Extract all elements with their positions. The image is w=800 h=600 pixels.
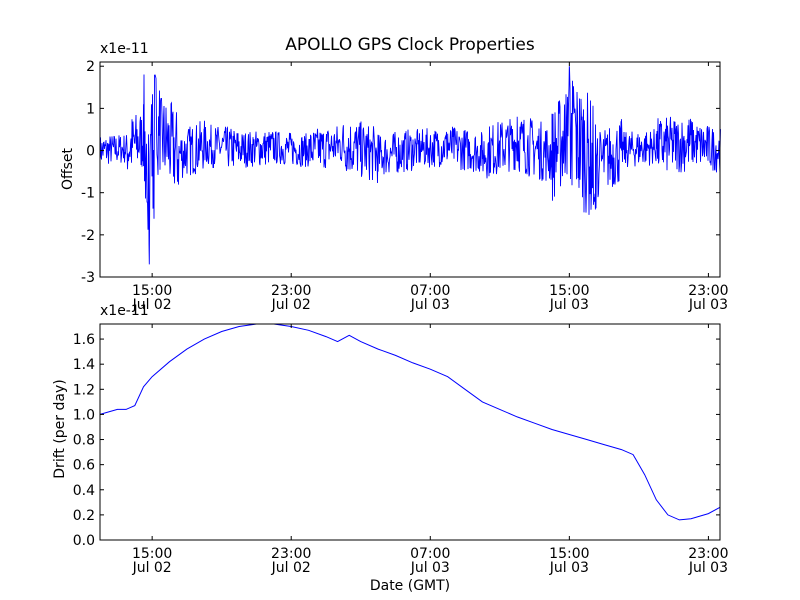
drift-x-tick-label-date: Jul 02 — [132, 560, 172, 576]
offset-x-tick-label-time: 15:00 — [549, 283, 589, 299]
drift-x-tick-label-time: 23:00 — [271, 546, 311, 562]
offset-y-tick-label: -2 — [81, 228, 95, 244]
drift-y-tick-label: 0.4 — [73, 483, 95, 499]
offset-x-tick-label-date: Jul 02 — [132, 297, 172, 313]
offset-x-tick-label-date: Jul 03 — [549, 297, 589, 313]
drift-x-tick-label-date: Jul 02 — [271, 560, 311, 576]
drift-y-multiplier: x1e-11 — [100, 303, 149, 319]
drift-x-tick-label-time: 23:00 — [688, 546, 728, 562]
offset-y-multiplier: x1e-11 — [100, 41, 149, 57]
drift-x-axis-label: Date (GMT) — [370, 578, 450, 594]
chart-title: APOLLO GPS Clock Properties — [285, 35, 535, 55]
drift-y-tick-label: 1.4 — [73, 357, 95, 373]
drift-y-tick-label: 1.0 — [73, 407, 95, 423]
offset-x-tick-label-time: 15:00 — [132, 283, 172, 299]
drift-y-axis-label: Drift (per day) — [52, 379, 68, 478]
offset-y-tick-label: 2 — [86, 59, 95, 75]
drift-x-tick-label-date: Jul 03 — [549, 560, 589, 576]
offset-x-tick-label-time: 23:00 — [271, 283, 311, 299]
drift-axes-frame — [99, 323, 721, 541]
offset-axes-frame — [99, 61, 721, 278]
drift-y-tick-label: 0.0 — [73, 533, 95, 549]
offset-x-tick-label-time: 23:00 — [688, 283, 728, 299]
drift-panel: x1e-11 Drift (per day) Date (GMT) 0.0 0.2… — [52, 303, 729, 594]
offset-x-tick-label-date: Jul 03 — [410, 297, 450, 313]
drift-x-tick-label-time: 15:00 — [549, 546, 589, 562]
drift-y-tick-label: 0.6 — [73, 458, 95, 474]
drift-x-tick-label-time: 07:00 — [410, 546, 450, 562]
drift-y-tick-label: 1.6 — [73, 332, 95, 348]
drift-x-tick-label-date: Jul 03 — [410, 560, 450, 576]
offset-y-tick-label: 1 — [86, 101, 95, 117]
offset-y-tick-label: -3 — [81, 270, 95, 286]
offset-x-tick-label-date: Jul 02 — [271, 297, 311, 313]
drift-y-tick-label: 0.8 — [73, 433, 95, 449]
drift-y-tick-label: 0.2 — [73, 508, 95, 524]
offset-x-tick-label-date: Jul 03 — [688, 297, 728, 313]
offset-y-tick-label: 0 — [86, 144, 95, 160]
drift-x-tick-label-time: 15:00 — [132, 546, 172, 562]
offset-x-tick-label-time: 07:00 — [410, 283, 450, 299]
drift-series-line — [99, 323, 721, 521]
drift-x-tick-label-date: Jul 03 — [688, 560, 728, 576]
offset-y-axis-label: Offset — [60, 147, 76, 190]
offset-series-line — [99, 66, 721, 265]
offset-y-tick-label: -1 — [81, 186, 95, 202]
drift-y-tick-label: 1.2 — [73, 382, 95, 398]
